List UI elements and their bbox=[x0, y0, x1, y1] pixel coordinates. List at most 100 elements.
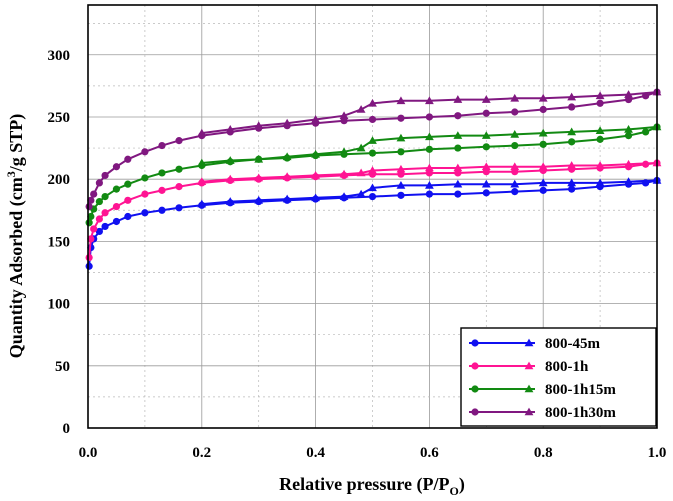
series-800-1h30m bbox=[85, 87, 662, 211]
adsorption-point bbox=[596, 99, 604, 107]
adsorption-point bbox=[124, 212, 132, 221]
legend-items: 800-45m 800-1h 800-1h15m 800-1h30m bbox=[469, 336, 616, 421]
desorption-point bbox=[311, 115, 320, 123]
legend-triangle-marker bbox=[524, 361, 534, 370]
adsorption-point bbox=[95, 215, 103, 223]
legend-triangle-marker bbox=[524, 407, 534, 416]
desorption-point bbox=[356, 105, 366, 113]
desorption-point bbox=[510, 179, 520, 188]
legend-triangle-marker bbox=[524, 384, 534, 393]
adsorption-point bbox=[85, 253, 93, 262]
desorption-line bbox=[201, 179, 658, 206]
legend-label: 800-1h30m bbox=[545, 405, 616, 421]
legend-item: 800-1h15m bbox=[469, 382, 616, 398]
desorption-point bbox=[225, 174, 235, 183]
desorption-point bbox=[567, 127, 577, 136]
desorption-point bbox=[538, 178, 548, 187]
adsorption-point bbox=[87, 235, 95, 243]
y-tick-label: 250 bbox=[48, 110, 71, 126]
desorption-point bbox=[356, 168, 366, 177]
desorption-point bbox=[396, 96, 406, 105]
legend-item: 800-1h bbox=[469, 359, 589, 375]
adsorption-point bbox=[124, 155, 132, 163]
y-tick-label: 0 bbox=[63, 421, 71, 437]
desorption-point bbox=[425, 163, 434, 172]
y-axis-title: Quantity Adsorbed (cm3/g STP) bbox=[4, 114, 27, 359]
series-layer bbox=[85, 87, 662, 270]
desorption-point bbox=[453, 131, 463, 139]
adsorption-point bbox=[101, 192, 109, 201]
desorption-point bbox=[425, 132, 434, 141]
desorption-point bbox=[311, 193, 320, 202]
desorption-point bbox=[225, 156, 235, 164]
legend-item: 800-45m bbox=[469, 336, 600, 352]
legend: 800-45m 800-1h 800-1h15m 800-1h30m bbox=[460, 327, 657, 427]
desorption-point bbox=[339, 147, 349, 156]
desorption-point bbox=[595, 126, 605, 134]
adsorption-point bbox=[175, 204, 183, 212]
adsorption-point bbox=[141, 209, 149, 217]
desorption-point bbox=[368, 183, 377, 192]
adsorption-point bbox=[511, 188, 519, 196]
legend-label: 800-1h15m bbox=[545, 382, 616, 398]
desorption-point bbox=[282, 194, 292, 203]
desorption-point bbox=[396, 180, 406, 189]
adsorption-point bbox=[539, 140, 547, 148]
desorption-point bbox=[595, 161, 605, 169]
adsorption-point bbox=[642, 128, 650, 136]
adsorption-point bbox=[175, 137, 183, 145]
adsorption-point bbox=[85, 202, 93, 211]
desorption-point bbox=[510, 129, 520, 138]
legend-label: 800-1h bbox=[545, 359, 589, 375]
adsorption-point bbox=[568, 138, 576, 146]
y-tick-label: 150 bbox=[48, 234, 71, 250]
series-800-45m bbox=[85, 176, 662, 270]
adsorption-point bbox=[101, 222, 109, 231]
x-axis-title: Relative pressure (P/PO) bbox=[279, 474, 465, 498]
desorption-point bbox=[225, 197, 235, 205]
adsorption-point bbox=[511, 108, 519, 116]
adsorption-point bbox=[539, 186, 547, 194]
adsorption-point bbox=[158, 206, 166, 214]
adsorption-point bbox=[368, 192, 377, 201]
adsorption-point bbox=[90, 225, 98, 233]
desorption-point bbox=[567, 161, 577, 169]
desorption-point bbox=[225, 125, 235, 133]
y-axis-title-end: /g STP) bbox=[6, 114, 27, 173]
desorption-point bbox=[368, 98, 377, 107]
x-tick-label: 0.0 bbox=[79, 445, 98, 461]
desorption-point bbox=[595, 178, 605, 187]
adsorption-line bbox=[88, 125, 658, 223]
desorption-point bbox=[510, 162, 520, 171]
desorption-point bbox=[425, 96, 434, 105]
y-axis-title-main: Quantity Adsorbed (cm bbox=[6, 177, 27, 358]
adsorption-point bbox=[85, 262, 93, 270]
adsorption-point bbox=[112, 217, 121, 226]
adsorption-point bbox=[368, 149, 377, 157]
desorption-point bbox=[396, 164, 406, 173]
desorption-point bbox=[356, 143, 366, 152]
y-tick-label: 50 bbox=[55, 359, 70, 375]
x-tick-label: 0.8 bbox=[534, 445, 553, 461]
desorption-point bbox=[481, 179, 491, 188]
adsorption-point bbox=[596, 135, 604, 143]
desorption-point bbox=[311, 171, 320, 179]
desorption-point bbox=[356, 189, 366, 198]
legend-item: 800-1h30m bbox=[469, 405, 616, 421]
desorption-point bbox=[282, 118, 292, 127]
adsorption-point bbox=[141, 190, 149, 198]
adsorption-point bbox=[425, 113, 433, 121]
legend-circle-marker bbox=[471, 385, 479, 393]
y-tick-label: 300 bbox=[48, 48, 71, 64]
desorption-line bbox=[201, 162, 658, 183]
adsorption-point bbox=[511, 141, 519, 150]
adsorption-point bbox=[397, 191, 405, 199]
y-axis-title-superscript: 3 bbox=[4, 171, 18, 177]
adsorption-point bbox=[141, 148, 149, 156]
adsorption-point bbox=[158, 169, 166, 177]
desorption-point bbox=[282, 172, 292, 180]
desorption-point bbox=[368, 166, 377, 174]
adsorption-point bbox=[624, 132, 633, 140]
adsorption-line bbox=[88, 179, 658, 267]
